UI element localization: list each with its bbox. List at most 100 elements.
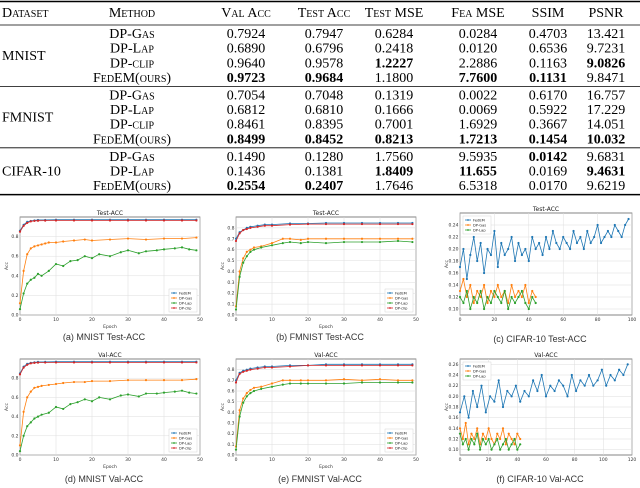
method-0-3: FedEM(ours): [93, 71, 171, 86]
data-point: [487, 427, 490, 430]
series-fedem: [458, 217, 630, 281]
legend-label: DP-Lap: [179, 441, 192, 445]
data-point: [324, 382, 328, 385]
data-point: [26, 221, 29, 224]
legend-label: FedEM: [473, 364, 485, 368]
data-point: [570, 373, 573, 377]
data-point: [496, 265, 499, 269]
data-point: [513, 301, 517, 305]
data-point: [252, 386, 256, 389]
data-point: [517, 295, 520, 299]
data-point: [69, 403, 72, 406]
data-point: [496, 432, 499, 435]
legend-marker: [467, 224, 469, 226]
x-tick-label: 10: [269, 457, 275, 463]
data-point: [36, 385, 40, 388]
data-point: [126, 379, 130, 382]
data-point: [242, 228, 245, 232]
data-point: [242, 257, 245, 260]
y-tick-label: 0.2: [227, 431, 234, 437]
data-point: [260, 387, 263, 390]
data-point: [467, 448, 470, 451]
data-point: [462, 277, 465, 281]
data-point: [238, 275, 241, 278]
data-point: [411, 381, 414, 384]
data-point: [378, 240, 382, 244]
data-point: [582, 247, 585, 251]
data-point: [144, 379, 148, 382]
legend-marker: [173, 302, 175, 304]
data-point: [249, 368, 252, 371]
value-0-1-3: 0.0120: [459, 42, 498, 57]
y-tick-label: 0.6: [227, 389, 234, 395]
data-point: [596, 379, 599, 382]
data-point: [504, 437, 507, 441]
data-point: [458, 265, 462, 269]
data-point: [479, 289, 482, 293]
value-1-2-1: 0.8395: [305, 118, 344, 133]
data-point: [496, 295, 499, 299]
data-point: [40, 384, 43, 387]
value-1-3-1: 0.8452: [305, 132, 344, 147]
legend-marker: [173, 437, 175, 439]
data-point: [98, 253, 101, 256]
y-tick-label: 0.2: [11, 433, 18, 439]
data-point: [137, 252, 140, 255]
y-tick-label: 0.6: [227, 247, 234, 253]
y-tick-label: 0.18: [448, 405, 458, 411]
data-point: [188, 248, 191, 251]
data-point: [476, 427, 479, 430]
data-point: [593, 235, 596, 239]
data-point: [513, 437, 516, 441]
table-header-0: Dataset: [2, 6, 49, 21]
data-point: [467, 416, 470, 419]
data-point: [270, 366, 274, 369]
x-tick-label: 20: [305, 317, 311, 323]
data-point: [461, 443, 464, 446]
data-point: [579, 235, 582, 239]
data-point: [478, 448, 482, 451]
data-point: [299, 379, 302, 382]
value-0-1-1: 0.6796: [305, 42, 344, 57]
legend-label: DP-clip: [395, 446, 408, 450]
data-point: [144, 392, 148, 395]
value-1-0-3: 0.0022: [459, 89, 498, 104]
legend-marker: [467, 219, 469, 221]
data-point: [527, 307, 530, 311]
value-1-0-0: 0.7054: [227, 89, 266, 104]
data-point: [506, 389, 509, 393]
data-point: [47, 269, 50, 272]
data-point: [245, 392, 248, 395]
value-0-0-4: 0.4703: [529, 27, 568, 42]
data-point: [263, 366, 266, 369]
legend-label: DP-Gas: [179, 296, 192, 300]
value-1-2-2: 0.7001: [375, 118, 414, 133]
data-point: [72, 219, 76, 222]
y-tick-label: 0.16: [448, 271, 458, 277]
data-point: [155, 249, 158, 252]
data-point: [378, 364, 382, 367]
data-point: [18, 444, 22, 447]
value-0-1-4: 0.6536: [529, 42, 568, 57]
data-point: [108, 238, 112, 241]
y-tick-label: 0.0: [11, 313, 18, 319]
data-point: [33, 417, 36, 420]
data-point: [195, 219, 198, 222]
data-point: [360, 240, 364, 244]
series-line: [459, 422, 521, 446]
caption-b: (b) FMNIST Test-ACC: [276, 332, 364, 342]
value-0-2-5: 9.0826: [587, 56, 626, 71]
x-tick-label: 0: [459, 317, 462, 323]
data-point: [489, 301, 493, 305]
data-point: [499, 437, 502, 441]
value-1-2-0: 0.8461: [227, 118, 266, 133]
legend-label: DP-clip: [179, 446, 192, 450]
data-point: [557, 379, 560, 382]
y-tick-label: 0.3: [227, 421, 234, 427]
data-point: [29, 220, 32, 223]
chart-mnist-val-acc: Val-ACC 0 10 20 30 40 50 0.0 0.2 0.4 0.6 0.8 Epoch Ac…: [4, 350, 204, 472]
data-point: [162, 391, 166, 394]
data-point: [22, 410, 25, 413]
series-dp-lap: [458, 289, 537, 311]
data-point: [288, 382, 292, 385]
